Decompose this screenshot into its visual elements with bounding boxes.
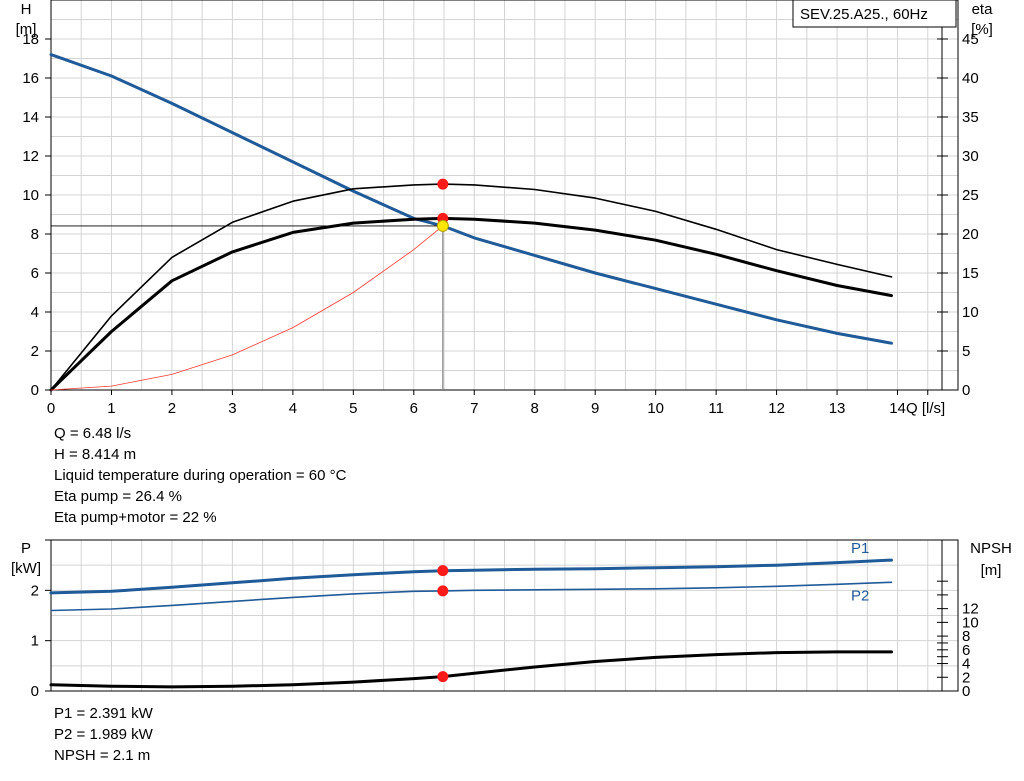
bottom-right-tick-label: 8 (962, 628, 970, 645)
bottom-duty-marker-1 (437, 585, 449, 597)
top-right-tick-label: 45 (962, 31, 979, 48)
top-left-axis-label-line1: H (21, 1, 32, 18)
p2-value: P2 = 1.989 kW (54, 726, 153, 743)
top-left-tick-label: 16 (22, 70, 39, 87)
power-info: P1 = 2.391 kW P2 = 1.989 kW NPSH = 2.1 m (54, 703, 153, 766)
top-left-tick-label: 8 (31, 226, 39, 243)
bottom-right-tick-label: 10 (962, 614, 979, 631)
x-axis-label: Q [l/s] (906, 400, 945, 417)
x-tick-label: 5 (349, 400, 357, 417)
bottom-left-tick-label: 0 (31, 683, 39, 700)
top-right-tick-label: 20 (962, 226, 979, 243)
x-tick-label: 1 (107, 400, 115, 417)
top-series-line-1 (50, 183, 893, 391)
head-value: H = 8.414 m (54, 446, 137, 463)
top-right-axis-label-line2: [%] (971, 21, 993, 38)
x-tick-label: 9 (591, 400, 599, 417)
top-left-tick-label: 18 (22, 31, 39, 48)
top-right-tick-label: 15 (962, 265, 979, 282)
operating-point-marker (436, 219, 449, 232)
bottom-plot-frame (50, 539, 959, 692)
x-tick-label: 13 (829, 400, 846, 417)
x-tick-label: 7 (470, 400, 478, 417)
x-tick-label: 6 (410, 400, 418, 417)
bottom-series-line-0 (49, 558, 893, 595)
x-tick-label: 14 (889, 400, 906, 417)
bottom-right-tick-label: 4 (962, 656, 970, 673)
bottom-left-axis-label-line1: P (21, 540, 31, 557)
series-label-p1: P1 (851, 540, 869, 557)
top-left-tick-label: 14 (22, 109, 39, 126)
bottom-series-line-1 (50, 581, 893, 612)
top-series-line-2 (49, 216, 893, 392)
bottom-right-axis-label-line2: [m] (981, 562, 1002, 579)
bottom-right-axis-label-line1: NPSH (970, 540, 1012, 557)
operating-point-info: Q = 6.48 l/s H = 8.414 m Liquid temperat… (54, 423, 346, 528)
bottom-right-tick-label: 0 (962, 683, 970, 700)
top-right-tick-label: 30 (962, 148, 979, 165)
top-series-line-0 (49, 53, 893, 345)
top-duty-marker-0 (437, 178, 449, 190)
liquid-temperature: Liquid temperature during operation = 60… (54, 467, 347, 484)
x-tick-label: 3 (228, 400, 236, 417)
top-grid (51, 0, 958, 390)
markers (51, 178, 449, 683)
top-left-tick-label: 0 (31, 382, 39, 399)
x-tick-label: 4 (289, 400, 297, 417)
legend-box: SEV.25.A25., 60Hz (792, 0, 957, 28)
top-right-tick-label: 25 (962, 187, 979, 204)
top-left-tick-label: 10 (22, 187, 39, 204)
top-series (49, 53, 893, 392)
bottom-left-tick-label: 2 (31, 582, 39, 599)
npsh-value: NPSH = 2.1 m (54, 747, 151, 764)
bottom-duty-marker-2 (437, 671, 449, 683)
x-tick-label: 0 (47, 400, 55, 417)
top-left-tick-label: 12 (22, 148, 39, 165)
series-label-p2: P2 (851, 587, 869, 604)
bottom-series-line-2 (49, 650, 893, 689)
bottom-right-tick-label: 6 (962, 642, 970, 659)
top-right-tick-label: 35 (962, 109, 979, 126)
top-right-tick-label: 40 (962, 70, 979, 87)
bottom-series: P1 P2 (49, 540, 893, 689)
x-tick-label: 11 (708, 400, 724, 417)
top-left-axis-label-line2: [m] (16, 21, 37, 38)
x-tick-label: 10 (647, 400, 664, 417)
top-left-tick-label: 4 (31, 304, 39, 321)
x-tick-label: 12 (768, 400, 785, 417)
top-series-line-3 (50, 225, 444, 391)
bottom-left-axis-label-line2: [kW] (11, 560, 41, 577)
bottom-left-tick-label: 1 (31, 633, 39, 650)
bottom-right-tick-label: 2 (962, 669, 970, 686)
eta-pump-value: Eta pump = 26.4 % (54, 488, 182, 505)
top-right-tick-label: 0 (962, 382, 970, 399)
p1-value: P1 = 2.391 kW (54, 705, 153, 722)
bottom-duty-marker-0 (437, 565, 449, 577)
flow-value: Q = 6.48 l/s (54, 425, 132, 442)
eta-pump-motor-value: Eta pump+motor = 22 % (54, 509, 217, 526)
top-left-tick-label: 6 (31, 265, 39, 282)
x-tick-label: 2 (168, 400, 176, 417)
top-right-axis-label-line1: eta (972, 1, 994, 18)
top-left-tick-label: 2 (31, 343, 39, 360)
x-tick-label: 8 (531, 400, 539, 417)
top-right-tick-label: 5 (962, 343, 970, 360)
top-right-tick-label: 10 (962, 304, 979, 321)
legend-title: SEV.25.A25., 60Hz (800, 6, 928, 23)
bottom-right-tick-label: 12 (962, 601, 979, 618)
